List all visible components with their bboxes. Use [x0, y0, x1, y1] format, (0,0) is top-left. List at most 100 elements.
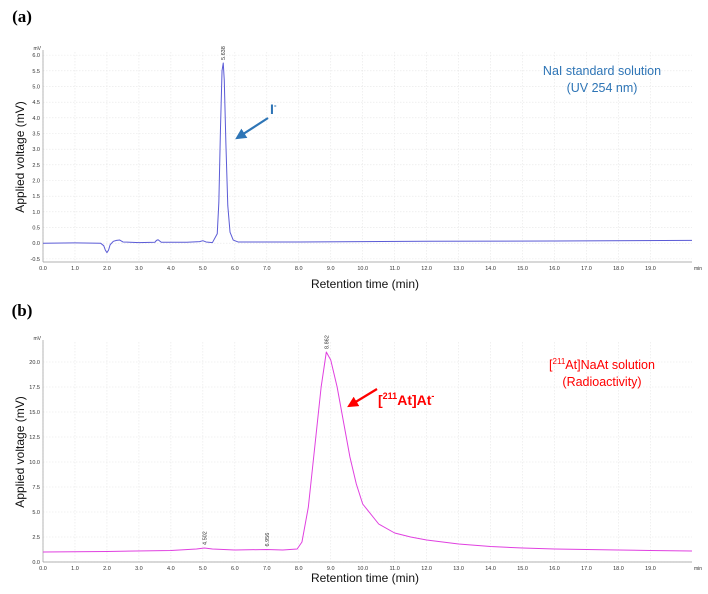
x-tick-label: 5.0	[199, 566, 207, 572]
y-unit-label: mV	[34, 336, 42, 342]
y-tick-label: 2.5	[32, 163, 40, 169]
x-tick-label: 14.0	[485, 266, 496, 272]
y-tick-label: 10.0	[29, 460, 40, 466]
annotation-element: At]	[565, 358, 580, 372]
x-tick-label: 19.0	[645, 566, 656, 572]
annotation-text: NaAt solution	[581, 358, 655, 372]
peak-retention-label: 6.956	[265, 533, 271, 547]
x-tick-label: 2.0	[103, 566, 111, 572]
series-line	[42, 62, 693, 254]
x-tick-label: 10.0	[357, 266, 368, 272]
x-tick-label: 3.0	[135, 566, 143, 572]
y-tick-label: -0.5	[31, 257, 40, 263]
annotation-line-2: (UV 254 nm)	[567, 81, 638, 95]
species-symbol: I	[270, 101, 274, 117]
x-tick-label: 6.0	[231, 566, 239, 572]
grid	[42, 52, 692, 262]
x-tick-label: 8.0	[295, 566, 303, 572]
chart-panel-a: (a) 0.0 1.0 2.0 3.0 4.0 5.0 6.0 7.0 8.0 9.0 10.0 11.…	[12, 7, 702, 291]
x-tick-label: 7.0	[263, 266, 271, 272]
y-tick-label: 17.5	[29, 385, 40, 391]
y-tick-label: 2.5	[32, 535, 40, 541]
x-unit-label: min	[694, 266, 702, 272]
x-tick-label: 11.0	[390, 266, 400, 272]
y-tick-label: 4.5	[32, 100, 40, 106]
y-tick-label: 4.0	[32, 116, 40, 122]
y-tick-label: 2.0	[32, 179, 40, 185]
species-charge: -	[431, 391, 434, 401]
x-tick-label: 13.0	[453, 266, 464, 272]
y-tick-label: 5.5	[32, 69, 40, 75]
species-mass-number: 211	[383, 391, 398, 401]
y-axis-title: Applied voltage (mV)	[13, 396, 27, 507]
x-tick-label: 16.0	[549, 266, 560, 272]
annotation-line-2: (Radioactivity)	[562, 375, 641, 389]
x-tick-label: 13.0	[453, 566, 464, 572]
annotation-line-1: NaI standard solution	[543, 64, 661, 78]
annotation-bracket: [	[549, 358, 553, 372]
x-axis-title: Retention time (min)	[311, 277, 419, 291]
species-arrow	[235, 117, 269, 140]
series-line	[42, 351, 693, 553]
x-tick-label: 2.0	[103, 266, 111, 272]
x-tick-label: 12.0	[421, 566, 432, 572]
x-tick-label: 11.0	[390, 566, 400, 572]
y-tick-label: 15.0	[29, 410, 40, 416]
y-tick-label: 7.5	[32, 485, 40, 491]
x-tick-label: 14.0	[485, 566, 496, 572]
x-unit-label: min	[694, 566, 702, 572]
x-tick-label: 1.0	[71, 266, 79, 272]
y-axis-title: Applied voltage (mV)	[13, 101, 27, 212]
x-tick-label: 4.0	[167, 566, 175, 572]
x-tick-label: 19.0	[645, 266, 656, 272]
species-label: I-	[270, 101, 277, 117]
x-tick-label: 16.0	[549, 566, 560, 572]
y-tick-label: 0.5	[32, 226, 40, 232]
x-tick-label: 9.0	[327, 566, 335, 572]
annotation-mass-number: 211	[553, 357, 566, 366]
x-tick-label: 1.0	[71, 566, 79, 572]
y-tick-label: 6.0	[32, 53, 40, 59]
species-formula: At]At	[397, 392, 432, 408]
x-tick-label: 12.0	[421, 266, 432, 272]
x-tick-label: 10.0	[357, 566, 368, 572]
y-tick-label: 0.0	[32, 560, 40, 566]
y-tick-label: 5.0	[32, 84, 40, 90]
y-tick-label: 0.0	[32, 241, 40, 247]
species-label: [211At]At-	[378, 391, 434, 408]
y-tick-label: 1.0	[32, 210, 40, 216]
chart-panel-b: (b) 0.0 1.0 2.0 3.0 4.0 5.0 6.0 7.0 8.0 9.0 10.0 11.…	[12, 301, 703, 585]
x-tick-label: 6.0	[231, 266, 239, 272]
x-tick-label: 8.0	[295, 266, 303, 272]
x-tick-label: 0.0	[39, 266, 47, 272]
y-tick-label: 1.5	[32, 194, 40, 200]
peak-retention-label: 5.638	[221, 46, 227, 60]
y-tick-label: 3.5	[32, 131, 40, 137]
x-tick-label: 18.0	[613, 566, 624, 572]
y-unit-label: mV	[34, 46, 42, 52]
species-bracket: [	[378, 392, 383, 408]
x-tick-label: 4.0	[167, 266, 175, 272]
x-tick-label: 15.0	[517, 266, 528, 272]
species-charge: -	[274, 101, 277, 110]
peak-retention-label: 8.862	[324, 335, 330, 349]
x-tick-label: 9.0	[327, 266, 335, 272]
y-tick-label: 20.0	[29, 360, 40, 366]
panel-label: (a)	[12, 7, 32, 26]
species-arrow	[347, 388, 378, 408]
x-tick-label: 18.0	[613, 266, 624, 272]
y-tick-label: 5.0	[32, 510, 40, 516]
x-tick-label: 17.0	[581, 266, 592, 272]
y-tick-label: 3.0	[32, 147, 40, 153]
x-tick-label: 7.0	[263, 566, 271, 572]
y-tick-label: 12.5	[29, 435, 40, 441]
x-tick-label: 5.0	[199, 266, 207, 272]
peak-retention-label: 4.502	[203, 531, 209, 545]
x-tick-label: 15.0	[517, 566, 528, 572]
annotation-line-1: [211At]NaAt solution	[549, 357, 655, 372]
x-tick-label: 3.0	[135, 266, 143, 272]
x-tick-label: 0.0	[39, 566, 47, 572]
x-tick-label: 17.0	[581, 566, 592, 572]
x-axis-title: Retention time (min)	[311, 571, 419, 585]
